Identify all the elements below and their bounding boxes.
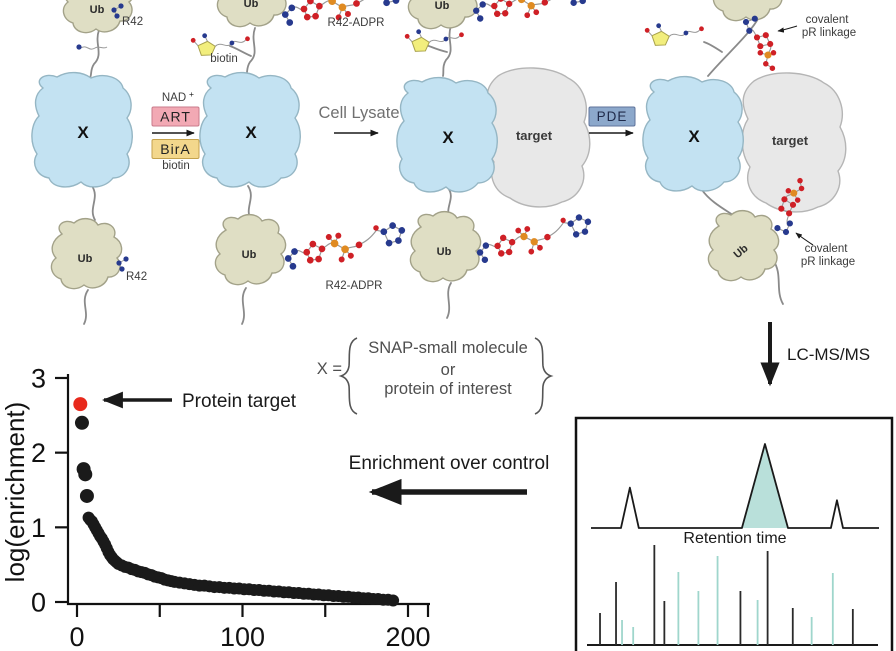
scatter-point — [78, 467, 93, 482]
ubiquitin-blob — [712, 0, 785, 22]
cell-lysate-label: Cell Lysate — [318, 104, 399, 122]
x-tick-label: 0 — [69, 622, 84, 651]
bira-label: BirA — [160, 141, 190, 157]
r42-adpr-label: R42-ADPR — [326, 280, 383, 292]
nad-label: NAD — [162, 92, 186, 104]
pde-label: PDE — [597, 109, 628, 124]
panel-3-target-bound: target Ub X Ub — [396, 0, 596, 319]
enrichment-step: Enrichment over control — [349, 453, 550, 506]
panel-1-unmodified: Ub R42 X Ub R42 — [31, 0, 147, 325]
reaction-cell-lysate: Cell Lysate — [318, 104, 400, 137]
retention-time-label: Retention time — [683, 530, 786, 547]
y-tick-label: 3 — [31, 363, 46, 393]
protein-x-label: X — [245, 123, 257, 142]
adpr-molecule-icon — [472, 211, 596, 265]
tether-line — [772, 259, 784, 305]
target-label: target — [516, 128, 553, 143]
art-label: ART — [160, 109, 191, 125]
y-tick-label: 2 — [31, 438, 46, 468]
chromatogram-peak-fill — [741, 444, 788, 528]
bira-enzyme-box — [151, 139, 200, 159]
enrichment-scatter-plot: log(enrichment) 0 1 2 3 0 100 200 Protein targ… — [0, 363, 431, 651]
ub-label: Ub — [435, 0, 450, 12]
r42-label: R42 — [126, 271, 147, 283]
tether-line — [446, 282, 452, 319]
x-definition: X = SNAP-small molecule or protein of in… — [317, 337, 554, 415]
x-definition-lhs: X = — [317, 360, 342, 378]
lcmsms-label: LC-MS/MS — [787, 345, 870, 364]
x-tick-label: 200 — [385, 622, 430, 651]
tether-line — [89, 29, 100, 79]
target-label: target — [772, 133, 809, 148]
ms-spectrum — [587, 545, 878, 646]
protein-x-label: X — [77, 123, 89, 142]
scatter-point — [74, 415, 89, 430]
pr-linkage-label: pR linkage — [801, 256, 855, 268]
protein-x-label: X — [442, 128, 454, 147]
y-tick-label: 0 — [31, 588, 46, 618]
covalent-label: covalent — [805, 243, 849, 255]
y-axis-title: log(enrichment) — [0, 402, 30, 583]
tether-line — [229, 45, 252, 57]
pr-linkage-label: pR linkage — [802, 27, 856, 39]
panel-4-covalent-linkage: target X Ub covalent pR linkage covalent… — [642, 0, 856, 305]
scatter-points — [73, 397, 400, 607]
pde-enzyme-box — [588, 106, 636, 127]
axis-ticks: 0 1 2 3 0 100 200 — [31, 363, 431, 651]
x-definition-line1: SNAP-small molecule — [368, 339, 528, 357]
brace-open-icon — [338, 337, 358, 415]
pr-linkage-molecule-icon — [742, 15, 777, 72]
ub-label: Ub — [244, 0, 259, 10]
tether-line — [83, 289, 89, 325]
nad-plus-superscript: + — [189, 89, 194, 99]
brace-close-icon — [534, 337, 554, 415]
scatter-point — [79, 488, 94, 503]
adpr-molecule-icon — [470, 0, 593, 23]
chromatogram-trace — [591, 443, 879, 529]
plot-axes — [66, 374, 430, 606]
tether-line — [245, 27, 256, 77]
lcmsms-step: LC-MS/MS — [760, 322, 870, 387]
ub-label: Ub — [437, 246, 452, 258]
scatter-point — [387, 594, 400, 607]
enrichment-label: Enrichment over control — [349, 453, 550, 474]
chromatogram-line — [591, 443, 879, 529]
protein-target-label: Protein target — [182, 391, 297, 412]
x-tick-label: 100 — [220, 622, 265, 651]
r42-label: R42 — [122, 16, 143, 28]
biotin-molecule-icon — [643, 16, 706, 49]
pointer-arrow — [777, 25, 798, 33]
ub-label: Ub — [78, 253, 93, 265]
reaction-pde: PDE — [588, 106, 636, 137]
tether-line — [241, 287, 247, 325]
tether-line — [425, 44, 448, 53]
highlighted-scatter-point — [73, 397, 88, 412]
ub-label: Ub — [90, 4, 105, 16]
r42-adpr-label: R42-ADPR — [328, 17, 385, 29]
y-tick-label: 1 — [31, 513, 46, 543]
reaction-art-bira: NAD + ART BirA biotin — [151, 89, 200, 172]
ub-label: Ub — [242, 249, 257, 261]
covalent-label: covalent — [806, 14, 850, 26]
x-definition-line2: or — [441, 361, 456, 379]
art-enzyme-box — [151, 106, 200, 127]
protein-x-label: X — [688, 127, 700, 146]
adp-site-icon — [75, 43, 108, 51]
biotin-label: biotin — [210, 53, 238, 65]
tether-line — [703, 41, 723, 53]
panel-2-modified: Ub R42-ADPR biotin X Ub R42-ADPR — [189, 0, 410, 325]
adpr-molecule-icon — [281, 220, 410, 272]
lcmsms-results-box: Retention time — [574, 416, 894, 651]
results-box-frame — [574, 416, 894, 651]
pointer-arrow — [795, 232, 814, 246]
biotin-label: biotin — [162, 160, 190, 172]
tether-line — [91, 185, 96, 221]
x-definition-line3: protein of interest — [384, 380, 512, 398]
